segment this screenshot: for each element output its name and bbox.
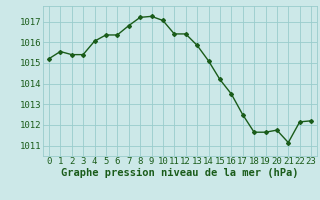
X-axis label: Graphe pression niveau de la mer (hPa): Graphe pression niveau de la mer (hPa) (61, 168, 299, 178)
